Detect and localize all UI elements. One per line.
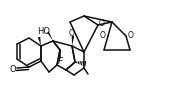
Text: HO: HO xyxy=(38,26,50,35)
Polygon shape xyxy=(72,37,74,47)
Polygon shape xyxy=(38,37,41,47)
Text: O: O xyxy=(128,30,134,39)
Text: O: O xyxy=(10,65,16,74)
Text: F: F xyxy=(57,57,63,66)
Text: O: O xyxy=(99,19,105,28)
Polygon shape xyxy=(47,32,53,42)
Text: O: O xyxy=(100,30,106,39)
Text: O: O xyxy=(69,29,75,38)
